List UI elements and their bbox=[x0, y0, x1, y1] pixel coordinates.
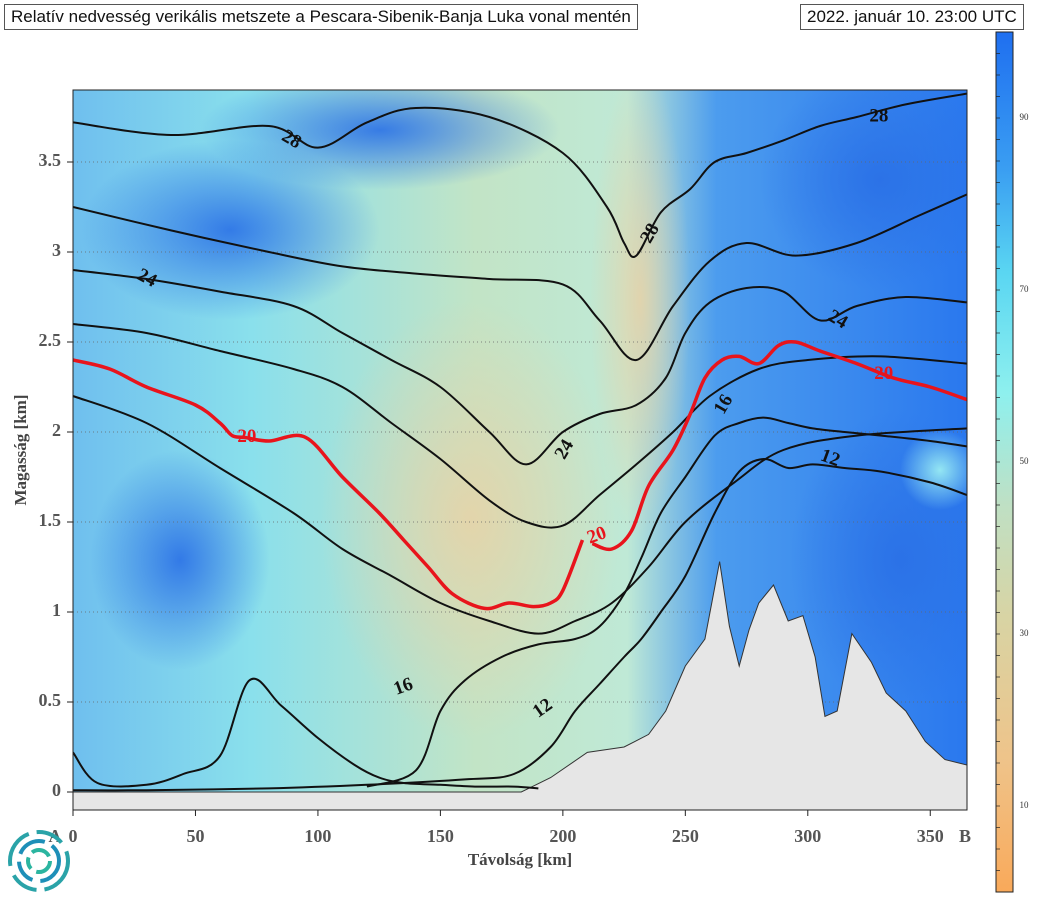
contour-label: 20 bbox=[874, 363, 893, 384]
isotherm-line bbox=[73, 323, 967, 529]
y-tick-label: 0.5 bbox=[39, 690, 62, 710]
isotherm-28-line bbox=[73, 92, 967, 258]
swirl-logo-icon bbox=[8, 830, 70, 892]
isotherm-line bbox=[73, 395, 967, 635]
y-tick-label: 2 bbox=[52, 420, 61, 440]
x-tick-label: 50 bbox=[186, 826, 204, 846]
isotherm-20-line bbox=[73, 358, 585, 611]
isotherm-16-line bbox=[366, 416, 967, 788]
isotherm-line bbox=[73, 677, 539, 790]
isotherm-24-line bbox=[73, 269, 967, 466]
x-tick-label: 200 bbox=[549, 826, 576, 846]
x-tick-label: 300 bbox=[794, 826, 821, 846]
colorbar-tick-label: 30 bbox=[1020, 628, 1030, 638]
contour-label: 28 bbox=[869, 105, 888, 126]
y-tick-label: 1 bbox=[52, 600, 61, 620]
y-axis-label: Magasság [km] bbox=[11, 395, 30, 506]
x-tick-label: 100 bbox=[304, 826, 331, 846]
y-tick-label: 0 bbox=[52, 780, 61, 800]
y-tick-label: 2.5 bbox=[39, 330, 62, 350]
y-tick-label: 3 bbox=[52, 240, 61, 260]
colorbar-tick-label: 70 bbox=[1020, 284, 1030, 294]
colorbar-tick-label: 50 bbox=[1020, 456, 1030, 466]
terrain-profile bbox=[73, 561, 967, 810]
y-tick-label: 1.5 bbox=[39, 510, 62, 530]
isotherm-line bbox=[73, 193, 967, 362]
x-tick-label: 350 bbox=[917, 826, 944, 846]
isotherm-12-line bbox=[73, 457, 967, 792]
timestamp-label: 2022. január 10. 23:00 UTC bbox=[800, 4, 1024, 30]
plot-frame bbox=[72, 89, 968, 811]
x-tick-label: 250 bbox=[672, 826, 699, 846]
x-axis-label: Távolság [km] bbox=[468, 850, 572, 869]
colorbar-tick-label: 10 bbox=[1020, 800, 1030, 810]
isotherm-20-line bbox=[591, 339, 967, 552]
chart-title: Relatív nedvesség verikális metszete a P… bbox=[4, 4, 638, 30]
x-tick-label: 150 bbox=[427, 826, 454, 846]
endpoint-b-label: B bbox=[959, 826, 971, 846]
colorbar-tick-label: 90 bbox=[1020, 112, 1030, 122]
x-tick-label: 0 bbox=[69, 826, 78, 846]
y-tick-label: 3.5 bbox=[39, 150, 62, 170]
contour-label: 20 bbox=[237, 426, 256, 447]
